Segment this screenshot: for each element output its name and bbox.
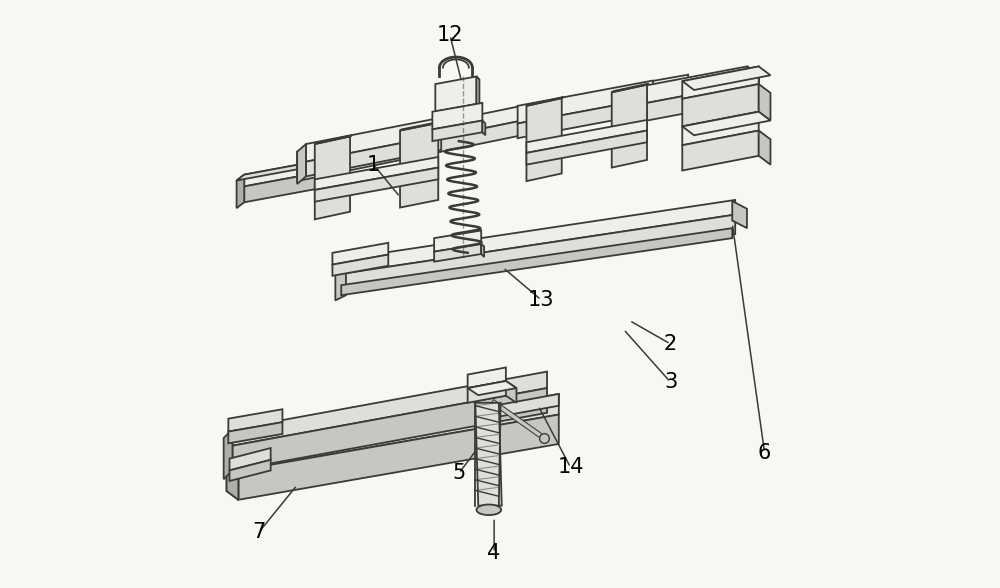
Text: 12: 12 [437, 25, 463, 45]
Polygon shape [244, 161, 321, 186]
Polygon shape [297, 105, 525, 166]
Polygon shape [475, 403, 502, 506]
Ellipse shape [476, 505, 501, 515]
Polygon shape [612, 83, 649, 92]
Polygon shape [227, 450, 238, 500]
Polygon shape [315, 168, 438, 202]
Polygon shape [344, 200, 735, 273]
Polygon shape [518, 98, 653, 138]
Polygon shape [506, 381, 516, 403]
Polygon shape [526, 120, 647, 153]
Polygon shape [432, 121, 482, 141]
Polygon shape [747, 66, 759, 102]
Polygon shape [518, 81, 653, 123]
Polygon shape [476, 76, 479, 107]
Polygon shape [297, 120, 525, 181]
Polygon shape [232, 372, 547, 446]
Polygon shape [230, 448, 271, 470]
Polygon shape [468, 381, 506, 403]
Polygon shape [747, 66, 759, 92]
Polygon shape [400, 123, 438, 208]
Text: 7: 7 [252, 522, 266, 542]
Polygon shape [612, 85, 647, 168]
Polygon shape [237, 175, 244, 208]
Polygon shape [526, 98, 562, 181]
Polygon shape [306, 118, 441, 162]
Polygon shape [332, 255, 388, 276]
Polygon shape [244, 172, 321, 202]
Text: 2: 2 [664, 334, 677, 354]
Text: 13: 13 [528, 290, 554, 310]
Polygon shape [482, 121, 485, 135]
Polygon shape [682, 112, 770, 135]
Polygon shape [468, 381, 516, 395]
Polygon shape [647, 84, 747, 121]
Polygon shape [344, 215, 735, 293]
Polygon shape [434, 230, 481, 252]
Text: 3: 3 [664, 372, 677, 392]
Text: 14: 14 [557, 457, 584, 477]
Polygon shape [682, 66, 759, 99]
Polygon shape [306, 135, 441, 176]
Polygon shape [315, 136, 350, 219]
Polygon shape [238, 415, 559, 500]
Polygon shape [335, 258, 346, 300]
Polygon shape [759, 131, 770, 165]
Text: 4: 4 [487, 543, 501, 563]
Polygon shape [682, 131, 759, 171]
Polygon shape [682, 112, 759, 145]
Polygon shape [652, 75, 688, 99]
Polygon shape [526, 131, 647, 165]
Polygon shape [228, 409, 282, 432]
Polygon shape [232, 388, 547, 470]
Polygon shape [732, 201, 747, 228]
Polygon shape [230, 460, 271, 481]
Polygon shape [481, 244, 484, 257]
Polygon shape [682, 66, 770, 90]
Polygon shape [238, 394, 559, 470]
Polygon shape [759, 84, 770, 121]
Polygon shape [468, 368, 506, 388]
Polygon shape [227, 450, 238, 500]
Polygon shape [432, 103, 482, 129]
Polygon shape [237, 161, 321, 181]
Polygon shape [224, 429, 232, 479]
Polygon shape [435, 76, 476, 112]
Text: 5: 5 [452, 463, 465, 483]
Polygon shape [526, 97, 564, 106]
Text: 1: 1 [367, 155, 380, 175]
Polygon shape [435, 104, 479, 115]
Polygon shape [332, 243, 388, 265]
Polygon shape [400, 122, 440, 131]
Polygon shape [341, 228, 732, 295]
Polygon shape [682, 84, 759, 126]
Polygon shape [315, 157, 438, 190]
Polygon shape [747, 66, 759, 91]
Polygon shape [297, 144, 306, 184]
Text: 6: 6 [758, 443, 771, 463]
Polygon shape [315, 135, 352, 144]
Polygon shape [434, 244, 481, 262]
Polygon shape [647, 66, 747, 103]
Polygon shape [228, 422, 282, 443]
Polygon shape [494, 394, 559, 417]
